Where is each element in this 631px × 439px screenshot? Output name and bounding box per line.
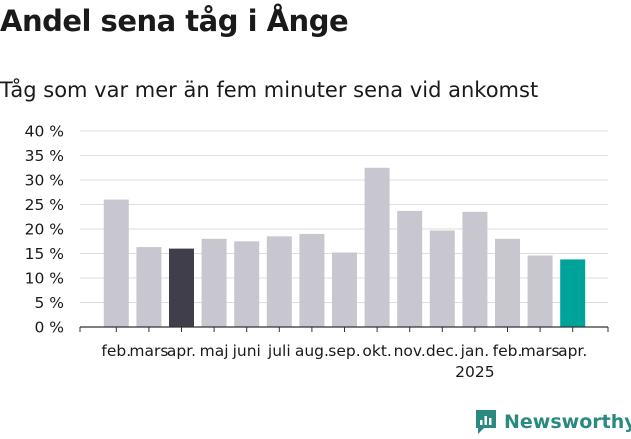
y-tick-label: 25 % bbox=[25, 196, 64, 214]
x-tick-label: feb. bbox=[493, 342, 523, 360]
bar bbox=[201, 238, 227, 327]
bar bbox=[136, 247, 162, 327]
bar bbox=[234, 241, 260, 328]
y-tick-label: 40 % bbox=[25, 123, 64, 141]
y-tick-label: 15 % bbox=[25, 245, 64, 263]
x-tick-label: apr. bbox=[167, 342, 196, 360]
x-tick-label: mars bbox=[129, 342, 168, 360]
bar bbox=[299, 233, 325, 327]
x-tick-label: feb. bbox=[101, 342, 131, 360]
bar bbox=[266, 236, 292, 327]
brand-logo: Newsworthy bbox=[474, 408, 631, 436]
x-tick-label: okt. bbox=[362, 342, 391, 360]
y-tick-label: 5 % bbox=[34, 294, 64, 312]
bar bbox=[397, 210, 423, 327]
bar bbox=[560, 259, 586, 327]
bar bbox=[364, 167, 390, 328]
y-tick-label: 30 % bbox=[25, 172, 64, 190]
bar bbox=[332, 252, 357, 327]
x-year-label: 2025 bbox=[455, 363, 494, 381]
x-tick-label: mars bbox=[521, 342, 560, 360]
bar bbox=[169, 248, 194, 327]
bar bbox=[527, 255, 553, 327]
newsworthy-logo-icon bbox=[476, 410, 496, 434]
bar bbox=[462, 211, 488, 327]
x-tick-label: dec. bbox=[426, 342, 459, 360]
x-tick-label: juli bbox=[267, 342, 291, 360]
y-tick-label: 10 % bbox=[25, 270, 64, 288]
x-tick-label: jan. bbox=[460, 342, 490, 360]
x-tick-label: maj bbox=[200, 342, 229, 360]
x-tick-label: juni bbox=[232, 342, 261, 360]
bar-chart: 0 %5 %10 %15 %20 %25 %30 %35 %40 %feb.ma… bbox=[25, 123, 609, 381]
chart-title: Andel sena tåg i Ånge bbox=[0, 4, 349, 38]
x-tick-label: sep. bbox=[328, 342, 360, 360]
brand-name: Newsworthy bbox=[504, 411, 631, 433]
chart-subtitle: Tåg som var mer än fem minuter sena vid … bbox=[0, 78, 539, 102]
x-tick-label: nov. bbox=[394, 342, 426, 360]
x-tick-label: aug. bbox=[295, 342, 329, 360]
x-tick-label: apr. bbox=[558, 342, 587, 360]
y-tick-label: 20 % bbox=[25, 221, 64, 239]
bar bbox=[495, 238, 520, 327]
bar bbox=[429, 230, 455, 327]
bar bbox=[103, 199, 129, 327]
y-tick-label: 35 % bbox=[25, 147, 64, 165]
y-tick-label: 0 % bbox=[34, 319, 64, 337]
